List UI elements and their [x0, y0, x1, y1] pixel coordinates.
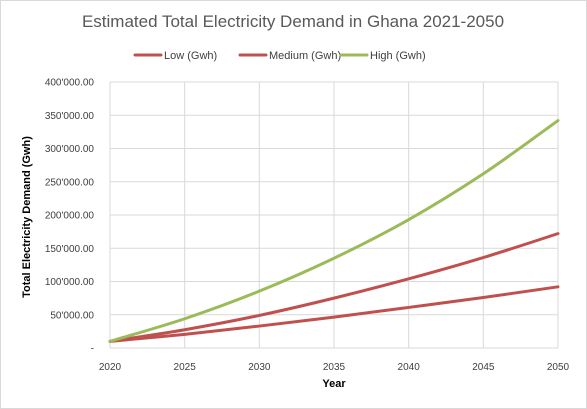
- y-tick-label: 50'000.00: [50, 310, 94, 321]
- x-tick-label: 2050: [547, 362, 570, 373]
- gridlines: [109, 81, 559, 349]
- y-tick-label: 200'000.00: [45, 211, 95, 222]
- x-tick-label: 2040: [398, 362, 421, 373]
- legend-label: Low (Gwh): [164, 50, 217, 62]
- y-tick-label: 250'000.00: [45, 177, 95, 188]
- legend-label: High (Gwh): [370, 50, 426, 62]
- y-tick-label: 150'000.00: [45, 244, 95, 255]
- series-line-2: [108, 119, 560, 343]
- y-axis-tick-labels: - 50'000.00 100'000.00 150'000.00 200'000.00…: [45, 78, 95, 355]
- y-tick-label: 300'000.00: [45, 144, 95, 155]
- x-axis-title: Year: [322, 378, 346, 390]
- chart-title: Estimated Total Electricity Demand in Gh…: [82, 12, 504, 31]
- y-tick-label: -: [91, 344, 94, 355]
- x-axis-tick-labels: 2020 2025 2030 2035 2040 2045 2050: [99, 362, 570, 373]
- x-tick-label: 2025: [174, 362, 197, 373]
- y-axis-title: Total Electricity Demand (Gwh): [21, 136, 33, 298]
- series-line-1: [108, 232, 560, 343]
- legend-label: Medium (Gwh): [269, 50, 341, 62]
- x-tick-label: 2020: [99, 362, 122, 373]
- series-lines: [108, 119, 560, 343]
- x-tick-label: 2045: [472, 362, 495, 373]
- y-tick-label: 350'000.00: [45, 111, 95, 122]
- x-tick-label: 2030: [248, 362, 271, 373]
- x-tick-label: 2035: [323, 362, 346, 373]
- y-tick-label: 100'000.00: [45, 277, 95, 288]
- legend: Low (Gwh) Medium (Gwh) High (Gwh): [133, 50, 426, 62]
- y-tick-label: 400'000.00: [45, 78, 95, 89]
- series-line-0: [108, 285, 560, 343]
